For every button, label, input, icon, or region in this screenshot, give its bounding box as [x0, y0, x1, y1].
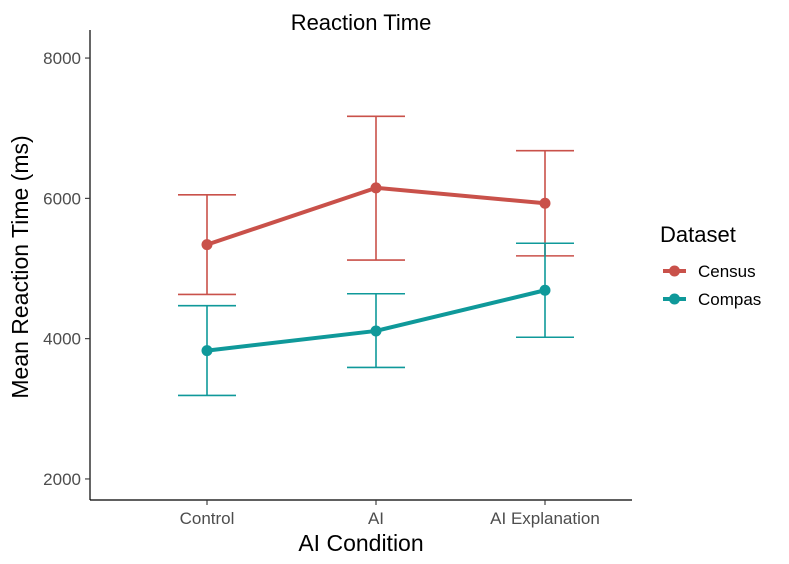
- legend-items: Census Compas: [663, 262, 761, 309]
- data-point: [370, 182, 382, 194]
- y-axis-title: Mean Reaction Time (ms): [7, 135, 33, 398]
- legend-item-compas: Compas: [663, 290, 761, 309]
- plot-area: 2000 4000 6000 8000 Control AI AI Explanation: [43, 30, 632, 528]
- y-tick-label: 2000: [43, 470, 81, 489]
- series-census: [178, 115, 574, 296]
- data-point: [201, 345, 213, 357]
- chart-title: Reaction Time: [291, 10, 432, 35]
- y-tick-label: 4000: [43, 330, 81, 349]
- data-point: [370, 325, 382, 337]
- x-tick-label: AI Explanation: [490, 509, 600, 528]
- data-point: [201, 239, 213, 251]
- legend-key-point: [669, 293, 680, 305]
- legend-key-point: [669, 265, 680, 277]
- y-tick-label: 6000: [43, 189, 81, 208]
- legend: Dataset Census Compas: [660, 222, 761, 309]
- legend-label: Census: [698, 262, 756, 281]
- series-compas: [178, 242, 574, 397]
- x-axis-ticks: Control AI AI Explanation: [180, 500, 600, 528]
- x-axis-title: AI Condition: [298, 530, 423, 556]
- y-axis-ticks: 2000 4000 6000 8000: [43, 49, 90, 489]
- x-tick-label: AI: [368, 509, 384, 528]
- legend-item-census: Census: [663, 262, 756, 281]
- data-point: [539, 284, 551, 296]
- x-tick-label: Control: [180, 509, 235, 528]
- legend-title: Dataset: [660, 222, 736, 247]
- y-tick-label: 8000: [43, 49, 81, 68]
- legend-label: Compas: [698, 290, 761, 309]
- series-layer: [178, 115, 574, 397]
- data-point: [539, 197, 551, 209]
